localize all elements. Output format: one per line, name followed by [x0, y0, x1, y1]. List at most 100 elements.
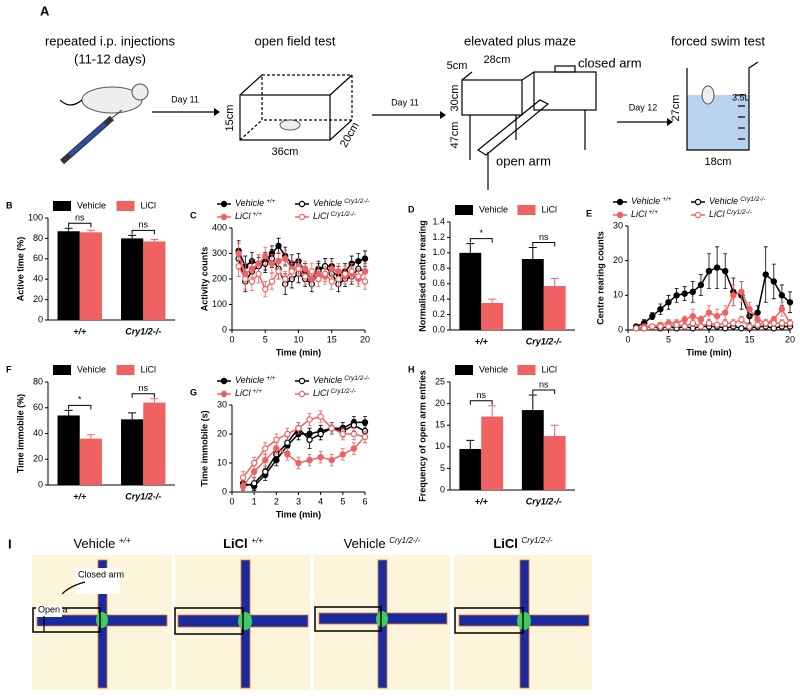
chart-panel: B 0 20 40 60 80 100 Active time (%) Vehicle LiCl +…	[6, 200, 175, 336]
panel-i: I Vehicle +/+	[8, 536, 592, 690]
legend-label: Vehicle	[77, 364, 106, 374]
significance-bracket	[532, 389, 556, 394]
data-point	[339, 430, 347, 438]
data-point	[786, 299, 794, 306]
data-point	[275, 268, 282, 275]
significance-bracket	[68, 222, 92, 228]
chart-panel: G 0 10 20 30 Time immobile (s) 0 1 2 3 4 5 6 Time (mi…	[190, 375, 370, 520]
legend-marker	[220, 377, 228, 385]
x-tick-label: 20	[360, 334, 370, 344]
data-point	[722, 309, 729, 316]
heatmap-label: LiCl +/+	[223, 536, 263, 551]
step-label: open field test	[255, 33, 336, 48]
y-tick-label: 0	[618, 324, 623, 334]
x-tick-label: 20	[785, 334, 795, 344]
data-point	[262, 456, 269, 464]
legend-marker	[616, 211, 624, 219]
significance-bracket	[469, 400, 493, 405]
legend-name: Vehicle	[631, 196, 660, 206]
y-tick-label: 200	[212, 273, 227, 283]
legend-swatch	[517, 205, 536, 215]
significance-label: ns	[138, 383, 148, 393]
y-tick-label: 400	[212, 222, 227, 232]
y-tick-label: 40	[33, 428, 43, 438]
data-point	[738, 288, 745, 296]
data-point	[328, 265, 335, 272]
legend-label: Vehicle Cry1/2-/-	[313, 198, 370, 209]
callout-box	[36, 605, 62, 617]
bar	[543, 436, 566, 490]
arm-label: closed arm	[578, 55, 642, 70]
legend-swatch	[455, 365, 473, 375]
data-point	[306, 436, 313, 443]
heatmap	[174, 555, 310, 690]
panel-letter: G	[190, 387, 197, 397]
x-tick-label: Cry1/2-/-	[526, 496, 562, 506]
legend-sup: Cry1/2-/-	[344, 375, 370, 382]
y-tick-label: 1.0	[432, 247, 445, 257]
chart-panel: E 0 10 20 30 Centre rearing counts 0 5 10 15 20 Tim…	[586, 196, 795, 358]
legend-name: Vehicle	[235, 198, 264, 208]
heatmap	[314, 555, 450, 690]
data-point	[738, 325, 745, 332]
chart-panel: C 0 100 200 300 400 Activity counts 0 5 10 15 20 Tim…	[190, 198, 370, 358]
y-tick-label: 100	[212, 299, 227, 309]
step-label: elevated plus maze	[464, 33, 576, 48]
data-point	[262, 286, 269, 293]
bar	[79, 438, 102, 485]
x-tick-label: +/+	[475, 336, 489, 346]
significance-label: *	[479, 228, 483, 238]
x-tick-label: 15	[744, 334, 754, 344]
legend-name: LiCl	[235, 211, 252, 221]
bar	[481, 303, 504, 330]
bar	[57, 231, 80, 320]
legend-label: LiCl	[542, 204, 558, 214]
data-point	[348, 268, 355, 275]
callout-box	[76, 568, 120, 594]
legend-marker	[220, 200, 228, 208]
heatmap-label: LiCl Cry1/2-/-	[493, 536, 553, 551]
data-point	[705, 319, 713, 327]
data-point	[308, 268, 315, 275]
data-point	[306, 456, 313, 464]
error-bar	[150, 238, 159, 242]
legend-label: LiCl +/+	[631, 209, 658, 220]
legend-name: LiCl	[235, 388, 252, 398]
data-point	[770, 278, 778, 285]
significance-bracket	[68, 404, 92, 410]
data-point	[328, 278, 335, 285]
legend-marker	[298, 390, 306, 398]
significance-bracket	[469, 238, 493, 243]
significance-bracket	[131, 393, 155, 398]
legend-sup: +/+	[266, 375, 276, 382]
data-point	[262, 468, 269, 475]
data-point	[282, 255, 289, 262]
legend-label: LiCl +/+	[235, 388, 262, 399]
data-point	[697, 316, 705, 323]
error-bar	[466, 243, 475, 253]
significance-bracket	[532, 241, 556, 247]
data-point	[713, 312, 721, 320]
bar	[79, 232, 102, 320]
data-point	[665, 323, 672, 330]
legend-label: LiCl +/+	[235, 211, 262, 222]
significance-label: ns	[539, 232, 549, 242]
y-tick-label: 20	[613, 255, 623, 265]
panel-letter: C	[190, 210, 197, 220]
significance-label: ns	[539, 379, 549, 389]
y-tick-label: 0	[38, 479, 43, 489]
legend-name: LiCl	[313, 211, 330, 221]
y-tick-label: 0	[222, 486, 227, 496]
legend-swatch	[455, 205, 473, 215]
y-tick-label: 0.8	[432, 263, 445, 273]
duration: (11-12 days)	[74, 51, 146, 66]
data-point	[754, 321, 761, 328]
legend-label: Vehicle Cry1/2-/-	[313, 375, 370, 386]
error-bar	[64, 409, 73, 416]
legend-label: LiCl	[141, 200, 157, 210]
data-point	[746, 323, 753, 330]
x-tick-label: 5	[263, 334, 268, 344]
data-point	[722, 267, 729, 275]
data-point	[239, 483, 247, 490]
data-point	[317, 430, 324, 438]
